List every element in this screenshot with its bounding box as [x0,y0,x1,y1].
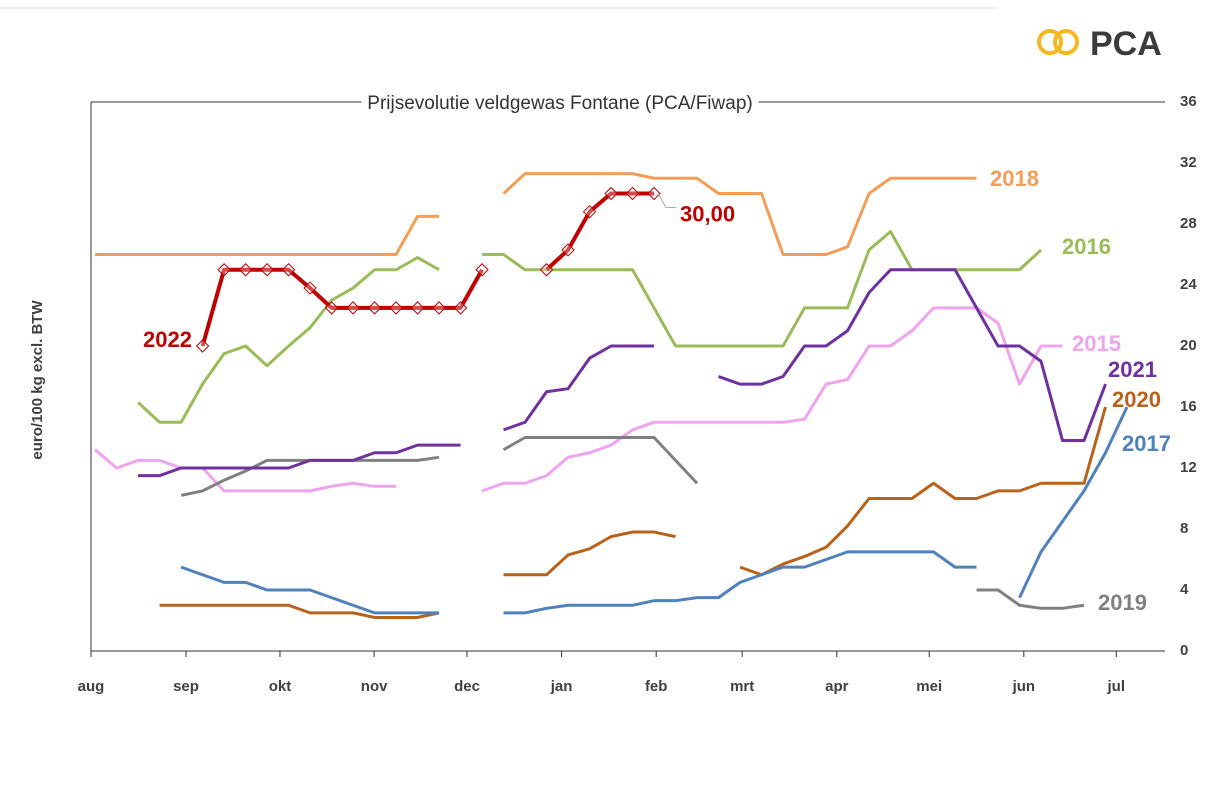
marker [647,186,661,201]
marker [238,263,253,277]
marker [432,301,446,315]
series-line [95,172,977,256]
x-tick-label: nov [361,678,388,695]
y-tick-label: 32 [1180,154,1197,171]
series-label: 2017 [1122,431,1171,456]
logo-icon [1037,29,1063,55]
marker [195,339,210,353]
x-tick-label: mrt [730,678,754,695]
marker [281,263,296,277]
y-axis-label: euro/100 kg excl. BTW [29,300,46,460]
series-label: 2021 [1108,357,1157,382]
series-label: 2018 [990,166,1039,191]
y-tick-label: 4 [1180,581,1189,598]
series-line [159,406,1107,619]
y-tick-label: 0 [1180,642,1188,659]
marker [303,281,317,295]
y-tick-label: 28 [1180,215,1197,232]
series-line [200,191,655,347]
logo-icon [1053,29,1079,55]
chart-title: Prijsevolutie veldgewas Fontane (PCA/Fiw… [367,93,752,114]
marker [410,301,425,315]
x-tick-label: dec [454,678,480,695]
x-tick-label: aug [78,678,105,695]
marker [539,263,554,277]
x-tick-label: jul [1107,678,1126,695]
logo-text: PCA [1090,25,1162,63]
marker [604,186,618,201]
series-label: 2020 [1112,387,1161,412]
x-tick-label: okt [269,678,292,695]
x-tick-label: apr [825,678,849,695]
x-tick-label: feb [645,678,668,695]
series-label: 2022 [143,327,192,352]
y-tick-label: 16 [1180,398,1197,415]
annotation: 30,00 [680,201,735,226]
y-tick-label: 8 [1180,520,1188,537]
logo: PCA [1037,25,1162,63]
marker [367,301,382,315]
y-tick-label: 24 [1180,276,1197,293]
title-background [361,93,759,115]
x-tick-label: mei [916,678,942,695]
series-line [180,436,1085,610]
leader-line [657,193,677,208]
y-tick-label: 20 [1180,337,1197,354]
series-line [180,406,1129,615]
marker [324,301,339,315]
x-tick-label: jan [550,678,573,695]
x-tick-label: jun [1012,678,1036,695]
x-tick-label: sep [173,678,199,695]
y-tick-label: 12 [1180,459,1197,476]
series-label: 2019 [1098,590,1147,615]
marker [582,205,597,219]
series-line [94,306,1063,493]
marker [260,263,274,277]
series-label: 2015 [1072,331,1121,356]
y-tick-label: 36 [1180,93,1197,110]
marker [453,301,468,315]
series-label: 2016 [1062,234,1111,259]
marker [475,263,489,277]
marker [217,263,231,277]
marker [561,243,575,257]
marker [625,186,640,201]
marker [346,301,360,315]
marker [389,301,403,315]
series-line [138,268,1107,478]
series-line [137,230,1043,424]
